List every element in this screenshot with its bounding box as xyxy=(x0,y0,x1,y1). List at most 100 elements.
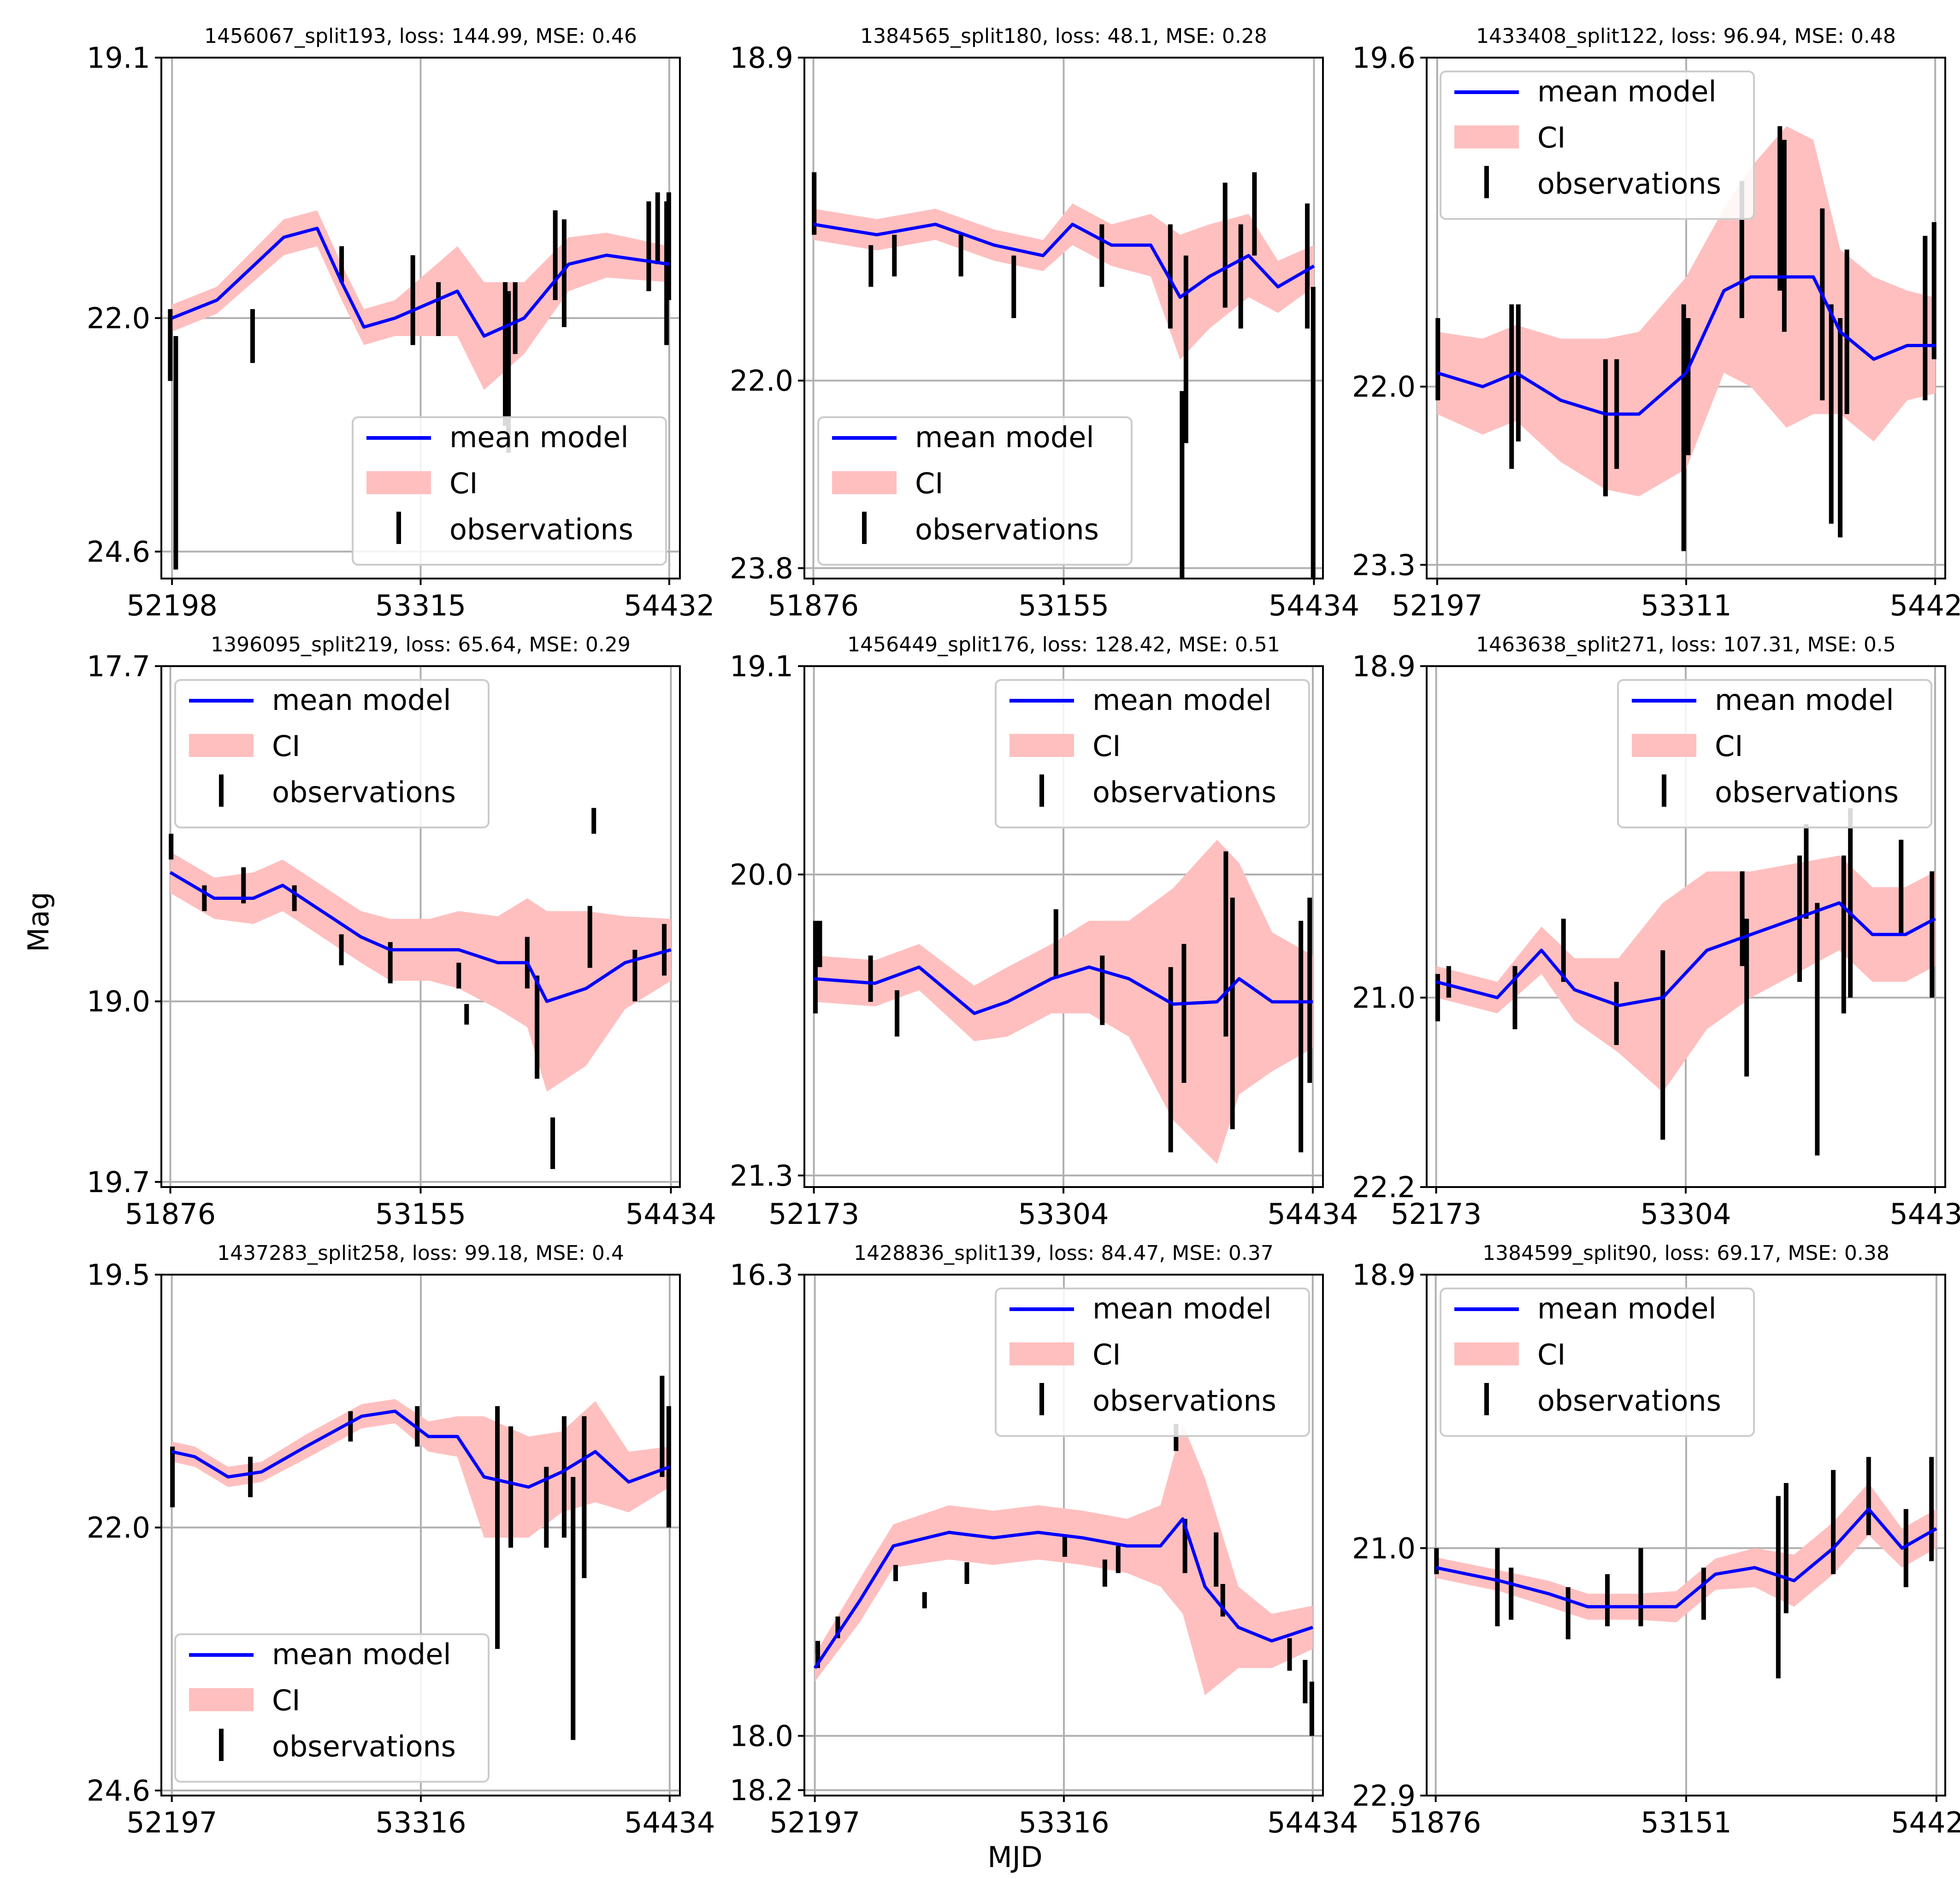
figure-ylabel: Mag xyxy=(22,892,55,952)
axes-frame xyxy=(803,57,1324,579)
ci-band xyxy=(815,1424,1313,1696)
legend-label-observations: observations xyxy=(272,775,456,809)
x-tick-label: 54432 xyxy=(624,589,714,622)
legend-frame xyxy=(1440,1288,1755,1437)
legend-label-ci: CI xyxy=(1537,1338,1566,1371)
subplot-3: 52197 53311 54425 19.6 22.0 23.3 1433408_split… xyxy=(1352,24,1960,622)
legend-ci-swatch xyxy=(832,471,897,494)
x-tick-label: 53304 xyxy=(1018,1197,1109,1231)
x-tick-label: 52198 xyxy=(127,589,218,622)
plot-area xyxy=(1435,808,1936,1156)
x-tick-label: 52197 xyxy=(769,1806,860,1839)
x-tick-label: 52197 xyxy=(1392,589,1482,622)
y-tick-label: 22.0 xyxy=(1352,370,1416,404)
x-tick-label: 53155 xyxy=(1018,589,1109,622)
legend-label-mean: mean model xyxy=(1537,1292,1717,1325)
x-tick-label: 54434 xyxy=(624,1806,715,1839)
legend-label-ci: CI xyxy=(1537,121,1566,154)
legend-label-observations: observations xyxy=(1092,775,1276,809)
subplot-8: 52197 53316 54434 16.3 18.0 18.2 1428836_split… xyxy=(730,1241,1358,1839)
x-tick-label: 51876 xyxy=(1390,1806,1481,1839)
axes-frame xyxy=(160,57,681,579)
legend-ci-swatch xyxy=(366,471,431,494)
subplot-grid: 52198 53315 54432 19.1 22.0 24.6 1456067_split… xyxy=(87,24,1960,1839)
legend-label-ci: CI xyxy=(272,729,301,763)
y-tick-label: 19.5 xyxy=(87,1258,150,1292)
legend-frame xyxy=(1440,71,1755,220)
axes-frame xyxy=(1426,1274,1946,1796)
mean-model-line xyxy=(813,223,1315,299)
x-tick-label: 52173 xyxy=(1391,1197,1482,1231)
legend-frame xyxy=(995,679,1310,828)
legend-label-observations: observations xyxy=(272,1730,456,1763)
y-tick-label: 21.3 xyxy=(730,1159,793,1193)
plot-area xyxy=(169,808,672,1169)
legend-label-mean: mean model xyxy=(449,420,629,454)
y-tick-label: 19.6 xyxy=(1352,41,1416,75)
y-tick-label: 23.3 xyxy=(1352,548,1416,582)
subplot-6: 52173 53304 54434 18.9 21.0 22.2 1463638_split… xyxy=(1352,633,1960,1231)
legend-ci-swatch xyxy=(1632,734,1696,757)
legend-label-mean: mean model xyxy=(1537,75,1717,108)
x-tick-label: 54434 xyxy=(1267,1806,1358,1839)
axes-frame xyxy=(1426,57,1946,579)
x-tick-label: 53151 xyxy=(1641,1806,1731,1839)
subplot-title: 1433408_split122, loss: 96.94, MSE: 0.48 xyxy=(1476,24,1896,48)
legend-label-ci: CI xyxy=(1715,729,1743,763)
subplot-title: 1437283_split258, loss: 99.18, MSE: 0.4 xyxy=(217,1241,624,1265)
plot-area xyxy=(168,192,671,570)
plot-area xyxy=(813,1424,1314,1736)
legend-ci-swatch xyxy=(1010,734,1074,757)
plot-area xyxy=(1435,126,1936,551)
legend-label-observations: observations xyxy=(449,513,633,546)
subplot-1: 52198 53315 54432 19.1 22.0 24.6 1456067_split… xyxy=(87,24,714,622)
subplot-title: 1456449_split176, loss: 128.42, MSE: 0.5… xyxy=(847,633,1280,656)
ci-band xyxy=(1437,126,1936,496)
y-tick-label: 22.9 xyxy=(1352,1779,1416,1813)
legend-frame xyxy=(1617,679,1932,828)
y-tick-label: 22.2 xyxy=(1352,1170,1416,1204)
subplot-4: 51876 53155 54434 17.7 19.0 19.7 1396095_split… xyxy=(87,633,716,1231)
legend-frame xyxy=(174,1633,490,1783)
legend-label-observations: observations xyxy=(1537,1384,1721,1418)
plot-area xyxy=(170,1376,671,1740)
axes-frame xyxy=(160,665,681,1188)
x-tick-label: 53315 xyxy=(375,589,466,622)
legend-ci-swatch xyxy=(189,734,254,757)
y-tick-label: 20.0 xyxy=(730,858,793,892)
x-tick-label: 53316 xyxy=(1018,1806,1109,1839)
y-tick-label: 19.0 xyxy=(87,985,150,1018)
legend-frame xyxy=(352,416,667,566)
mean-model-line xyxy=(814,965,1313,1015)
legend-ci-swatch xyxy=(1454,1342,1519,1365)
mean-model-line xyxy=(1435,1507,1937,1608)
legend-frame xyxy=(817,416,1133,566)
y-tick-label: 18.9 xyxy=(1352,1258,1416,1292)
x-tick-label: 52173 xyxy=(768,1197,859,1231)
legend: mean model CI observations xyxy=(1440,71,1755,220)
y-tick-label: 19.1 xyxy=(730,650,793,683)
x-tick-label: 54434 xyxy=(626,1197,716,1231)
axes-frame xyxy=(803,1274,1324,1796)
legend-ci-swatch xyxy=(1454,125,1519,148)
figure-xlabel: MJD xyxy=(987,1840,1043,1874)
y-tick-label: 17.7 xyxy=(87,650,150,683)
legend-label-observations: observations xyxy=(1537,167,1721,201)
y-tick-label: 22.0 xyxy=(87,301,150,335)
legend: mean model CI observations xyxy=(995,1288,1310,1437)
legend-label-ci: CI xyxy=(1092,1338,1121,1371)
y-tick-label: 23.8 xyxy=(730,551,793,585)
x-tick-label: 51876 xyxy=(125,1197,216,1231)
x-tick-label: 53304 xyxy=(1640,1197,1731,1231)
y-tick-label: 19.7 xyxy=(87,1165,150,1199)
subplot-title: 1456067_split193, loss: 144.99, MSE: 0.4… xyxy=(204,24,637,48)
ci-band xyxy=(1435,1483,1936,1623)
legend-frame xyxy=(174,679,490,828)
legend: mean model CI observations xyxy=(817,416,1133,566)
plot-area xyxy=(812,172,1316,579)
x-tick-label: 54434 xyxy=(1889,1197,1960,1231)
x-tick-label: 52197 xyxy=(126,1806,217,1839)
subplot-title: 1396095_split219, loss: 65.64, MSE: 0.29 xyxy=(211,633,631,656)
mean-model-line xyxy=(171,1409,671,1489)
